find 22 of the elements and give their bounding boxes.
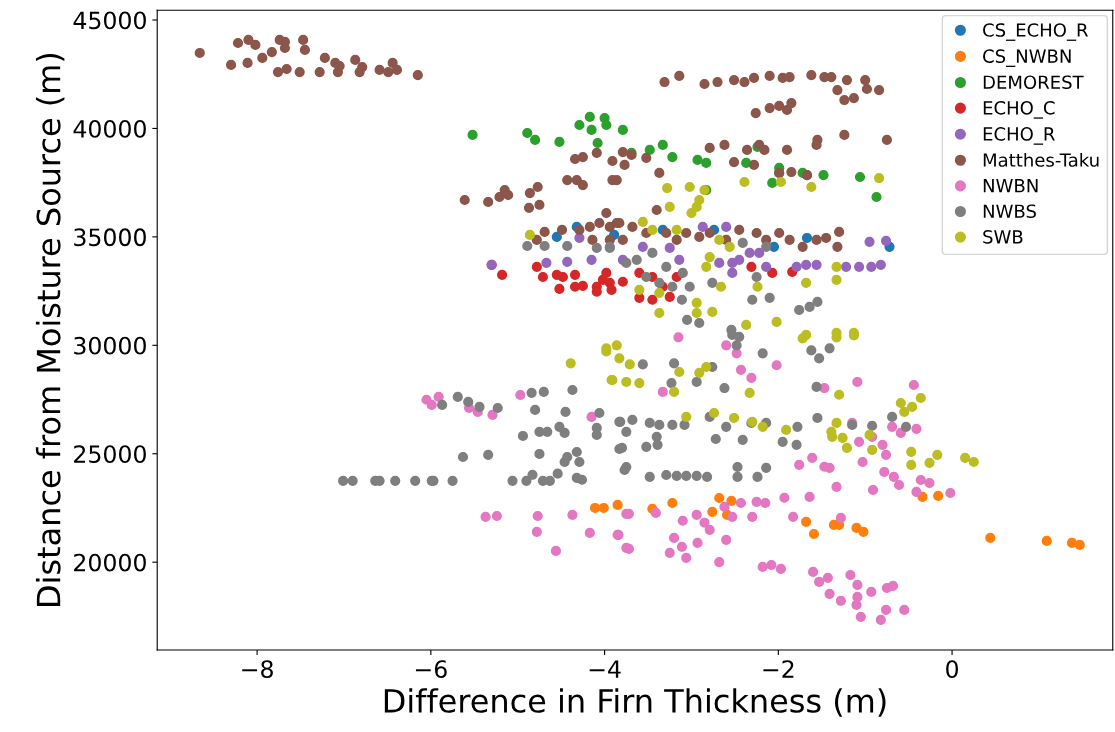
legend-label: Matthes-Taku (983, 152, 1099, 167)
y-tick-label: 45000 (73, 11, 146, 30)
y-tick-label: 35000 (74, 228, 146, 247)
x-tick-label: −6 (415, 660, 447, 679)
legend-label: ECHO_C (983, 101, 1055, 119)
legend-label: ECHO_R (983, 127, 1055, 145)
legend-label: CS_NWBN (983, 49, 1071, 67)
y-tick-label: 40000 (73, 119, 146, 138)
y-tick-label: 20000 (74, 553, 146, 572)
legend-label: DEMOREST (983, 75, 1084, 90)
x-tick-label: −8 (242, 660, 273, 679)
y-axis-title: Distance from Moisture Source (m) (35, 53, 65, 606)
x-tick-label: −4 (589, 660, 621, 678)
x-tick-label: −2 (763, 660, 794, 678)
legend-label: CS_ECHO_R (983, 23, 1089, 41)
y-tick-label: 25000 (74, 445, 146, 464)
x-axis-title: Difference in Firn Thickness (m) (384, 688, 886, 717)
y-tick-label: 30000 (74, 336, 146, 355)
x-tick-label: 0 (946, 660, 959, 679)
legend-label: NWBN (983, 179, 1038, 193)
legend-label: NWBS (983, 204, 1036, 219)
legend-label: SWB (983, 230, 1023, 244)
